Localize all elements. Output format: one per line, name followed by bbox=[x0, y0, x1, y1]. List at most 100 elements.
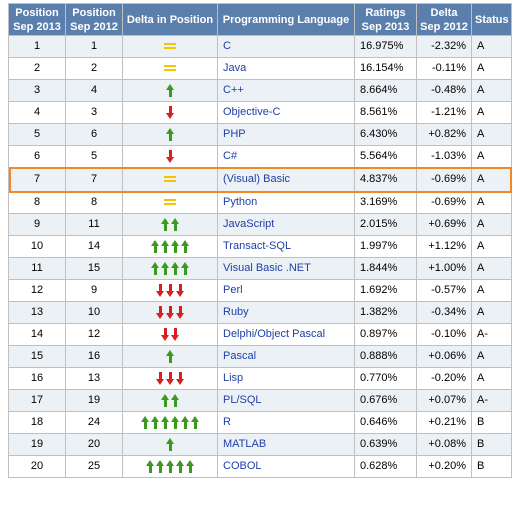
rating-cell: 0.639% bbox=[354, 433, 417, 456]
header-status: Status bbox=[471, 3, 512, 36]
status-cell: A bbox=[471, 35, 512, 58]
rating-cell: 1.844% bbox=[354, 257, 417, 280]
language-link[interactable]: PL/SQL bbox=[217, 389, 355, 412]
delta-position-cell bbox=[122, 389, 218, 412]
up-arrow-icon bbox=[180, 239, 190, 253]
position-2012-cell: 6 bbox=[65, 123, 123, 146]
delta-position-cell bbox=[122, 123, 218, 146]
up-arrow-icon bbox=[155, 459, 165, 473]
delta-cell: -0.34% bbox=[416, 301, 472, 324]
delta-cell: -2.32% bbox=[416, 35, 472, 58]
position-2013-cell: 4 bbox=[8, 101, 66, 124]
rating-cell: 0.897% bbox=[354, 323, 417, 346]
delta-cell: +0.07% bbox=[416, 389, 472, 412]
position-2013-cell: 1 bbox=[8, 35, 66, 58]
position-2013-cell: 9 bbox=[8, 213, 66, 236]
language-link[interactable]: Ruby bbox=[217, 301, 355, 324]
delta-cell: +1.12% bbox=[416, 235, 472, 258]
language-link[interactable]: (Visual) Basic bbox=[217, 167, 355, 192]
up-arrow-icon bbox=[165, 349, 175, 363]
delta-cell: -0.69% bbox=[416, 191, 472, 214]
position-2012-cell: 10 bbox=[65, 301, 123, 324]
table-row: 2 2 Java 16.154% -0.11% A bbox=[8, 57, 512, 80]
language-link[interactable]: JavaScript bbox=[217, 213, 355, 236]
position-2012-cell: 15 bbox=[65, 257, 123, 280]
position-2012-cell: 1 bbox=[65, 35, 123, 58]
language-link[interactable]: Python bbox=[217, 191, 355, 214]
position-2013-cell: 17 bbox=[8, 389, 66, 412]
status-cell: A- bbox=[471, 323, 512, 346]
rating-cell: 0.770% bbox=[354, 367, 417, 390]
language-link[interactable]: Visual Basic .NET bbox=[217, 257, 355, 280]
delta-position-cell bbox=[122, 145, 218, 168]
table-header-row: Position Sep 2013 Position Sep 2012 Delta … bbox=[8, 3, 512, 36]
position-2013-cell: 7 bbox=[8, 167, 66, 192]
status-cell: A bbox=[471, 301, 512, 324]
delta-position-cell bbox=[122, 57, 218, 80]
up-arrow-icon bbox=[165, 437, 175, 451]
language-link[interactable]: Lisp bbox=[217, 367, 355, 390]
down-arrow-icon bbox=[165, 371, 175, 385]
up-arrow-icon bbox=[160, 415, 170, 429]
up-arrow-icon bbox=[175, 459, 185, 473]
table-row: 15 16 Pascal 0.888% +0.06% A bbox=[8, 345, 512, 368]
down-arrow-icon bbox=[165, 305, 175, 319]
rating-cell: 8.561% bbox=[354, 101, 417, 124]
down-arrow-icon bbox=[175, 305, 185, 319]
status-cell: A bbox=[471, 235, 512, 258]
language-link[interactable]: PHP bbox=[217, 123, 355, 146]
status-cell: A bbox=[471, 257, 512, 280]
up-arrow-icon bbox=[180, 261, 190, 275]
down-arrow-icon bbox=[155, 305, 165, 319]
language-link[interactable]: C bbox=[217, 35, 355, 58]
table-row: 11 15 Visual Basic .NET 1.844% +1.00% A bbox=[8, 257, 512, 280]
delta-cell: -1.03% bbox=[416, 145, 472, 168]
table-row: 9 11 JavaScript 2.015% +0.69% A bbox=[8, 213, 512, 236]
position-2013-cell: 6 bbox=[8, 145, 66, 168]
language-link[interactable]: Delphi/Object Pascal bbox=[217, 323, 355, 346]
up-arrow-icon bbox=[170, 261, 180, 275]
delta-cell: -0.10% bbox=[416, 323, 472, 346]
delta-cell: +0.82% bbox=[416, 123, 472, 146]
language-link[interactable]: R bbox=[217, 411, 355, 434]
rating-cell: 1.382% bbox=[354, 301, 417, 324]
language-link[interactable]: C# bbox=[217, 145, 355, 168]
status-cell: A bbox=[471, 279, 512, 302]
table-row: 6 5 C# 5.564% -1.03% A bbox=[8, 145, 512, 168]
position-2013-cell: 12 bbox=[8, 279, 66, 302]
language-link[interactable]: COBOL bbox=[217, 455, 355, 478]
rating-cell: 0.628% bbox=[354, 455, 417, 478]
delta-cell: -1.21% bbox=[416, 101, 472, 124]
equal-icon bbox=[164, 198, 176, 206]
rating-cell: 5.564% bbox=[354, 145, 417, 168]
rating-cell: 1.692% bbox=[354, 279, 417, 302]
up-arrow-icon bbox=[160, 217, 170, 231]
position-2012-cell: 9 bbox=[65, 279, 123, 302]
down-arrow-icon bbox=[175, 371, 185, 385]
header-position-2012: Position Sep 2012 bbox=[65, 3, 123, 36]
position-2013-cell: 19 bbox=[8, 433, 66, 456]
position-2013-cell: 2 bbox=[8, 57, 66, 80]
position-2013-cell: 14 bbox=[8, 323, 66, 346]
delta-position-cell bbox=[122, 101, 218, 124]
position-2012-cell: 3 bbox=[65, 101, 123, 124]
status-cell: A- bbox=[471, 389, 512, 412]
language-link[interactable]: Java bbox=[217, 57, 355, 80]
delta-cell: +0.21% bbox=[416, 411, 472, 434]
language-link[interactable]: C++ bbox=[217, 79, 355, 102]
language-link[interactable]: MATLAB bbox=[217, 433, 355, 456]
language-link[interactable]: Perl bbox=[217, 279, 355, 302]
delta-position-cell bbox=[122, 79, 218, 102]
language-link[interactable]: Pascal bbox=[217, 345, 355, 368]
position-2012-cell: 2 bbox=[65, 57, 123, 80]
language-link[interactable]: Objective-C bbox=[217, 101, 355, 124]
rating-cell: 3.169% bbox=[354, 191, 417, 214]
rating-cell: 6.430% bbox=[354, 123, 417, 146]
rating-cell: 2.015% bbox=[354, 213, 417, 236]
delta-cell: +0.08% bbox=[416, 433, 472, 456]
delta-position-cell bbox=[122, 35, 218, 58]
language-link[interactable]: Transact-SQL bbox=[217, 235, 355, 258]
delta-position-cell bbox=[122, 279, 218, 302]
equal-icon bbox=[164, 175, 176, 183]
position-2012-cell: 4 bbox=[65, 79, 123, 102]
